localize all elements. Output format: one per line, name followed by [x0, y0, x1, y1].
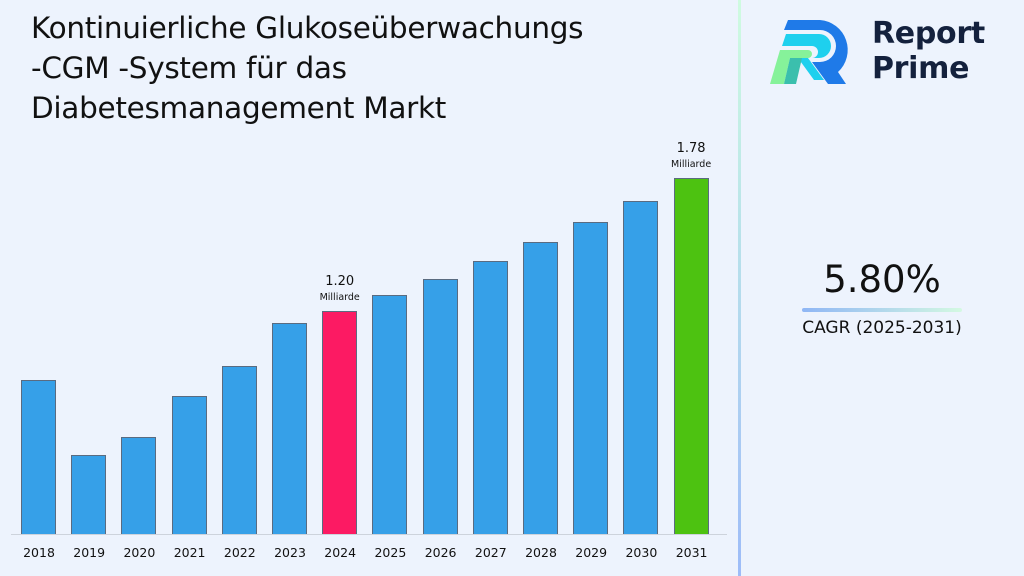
logo-text-prime: Prime [872, 51, 970, 86]
x-tick-label: 2020 [123, 545, 156, 560]
bar-2027 [472, 260, 508, 534]
x-tick-label: 2031 [675, 545, 708, 560]
x-tick-label: 2021 [173, 545, 206, 560]
title-line-3: Diabetesmanagement Markt [31, 91, 447, 125]
title-line-2: -CGM -System für das [31, 51, 347, 85]
bar-2022 [221, 366, 257, 534]
logo-text: Report Prime [872, 16, 985, 86]
report-prime-r-logo-icon [770, 20, 848, 84]
bar-2029 [573, 221, 609, 534]
bar-2023 [272, 322, 307, 534]
bar-2026 [422, 278, 458, 534]
x-tick-label: 2028 [525, 545, 557, 560]
value-label: 1.78 [676, 141, 706, 157]
unit-label: Milliarde [319, 292, 360, 304]
bar-2021 [171, 395, 207, 534]
value-annotation-2024: 1.20 Milliarde [300, 274, 380, 305]
x-tick-label: 2027 [474, 545, 507, 560]
bar-chart: 2018 2019 2020 2021 2022 2023 2024 2025 2026 2027… [11, 141, 731, 560]
x-tick-label: 2030 [625, 545, 658, 560]
cagr-value: 5.80% [823, 258, 941, 301]
bar-2020 [121, 437, 157, 534]
x-tick-label: 2026 [424, 545, 457, 560]
unit-label: Milliarde [670, 159, 712, 171]
bar-2031 [673, 178, 709, 534]
logo-text-report: Report [872, 16, 985, 51]
cagr-panel: 5.80% CAGR (2025-2031) [792, 258, 972, 340]
value-label: 1.20 [325, 274, 355, 290]
x-tick-label: 2025 [374, 545, 407, 560]
cagr-underline [802, 308, 962, 312]
title-line-1: Kontinuierliche Glukoseüberwachungs [31, 11, 584, 45]
bar-2030 [623, 200, 659, 534]
bar-2024 [322, 311, 358, 534]
bar-2018 [21, 379, 56, 534]
vertical-divider [738, 0, 741, 576]
x-tick-label: 2029 [575, 545, 608, 560]
bar-2028 [523, 242, 558, 534]
x-tick-label: 2023 [274, 545, 306, 560]
bar-2019 [71, 455, 107, 534]
x-tick-label: 2024 [324, 545, 357, 560]
bar-2025 [372, 294, 408, 534]
x-tick-label: 2022 [223, 545, 256, 560]
value-annotation-2031: 1.78 Milliarde [651, 141, 731, 172]
report-prime-logo: Report Prime [768, 14, 1008, 94]
x-tick-label: 2019 [73, 545, 106, 560]
cagr-label: CAGR (2025-2031) [802, 318, 962, 338]
x-axis-baseline [11, 534, 727, 535]
page-title: Kontinuierliche Glukoseüberwachungs -CGM… [31, 8, 711, 128]
x-tick-label: 2018 [23, 545, 55, 560]
